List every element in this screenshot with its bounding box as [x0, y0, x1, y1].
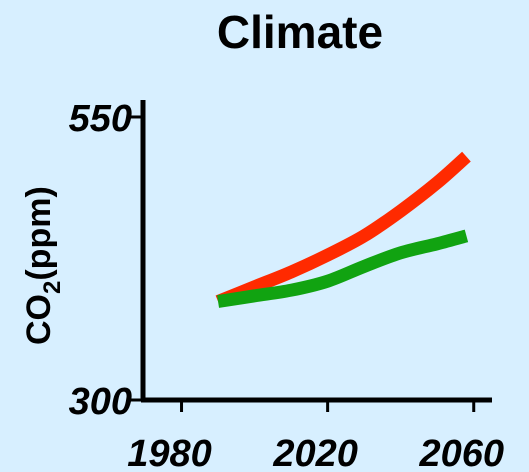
svg-text:CO2(ppm): CO2(ppm)	[20, 186, 66, 345]
y-axis-label-main: CO	[20, 294, 58, 345]
y-tick-label: 550	[69, 98, 132, 140]
series-group	[218, 157, 466, 302]
axes	[141, 100, 492, 400]
x-tick-label: 2020	[272, 433, 358, 472]
chart-title: Climate	[217, 6, 383, 58]
y-axis-label: CO2(ppm)	[20, 186, 66, 345]
y-tick-label: 300	[69, 381, 132, 423]
y-axis-label-sub: 2	[39, 281, 66, 294]
y-axis-label-rest: (ppm)	[20, 186, 58, 280]
x-tick-label: 1980	[127, 433, 212, 472]
x-tick-label: 2060	[418, 433, 504, 472]
